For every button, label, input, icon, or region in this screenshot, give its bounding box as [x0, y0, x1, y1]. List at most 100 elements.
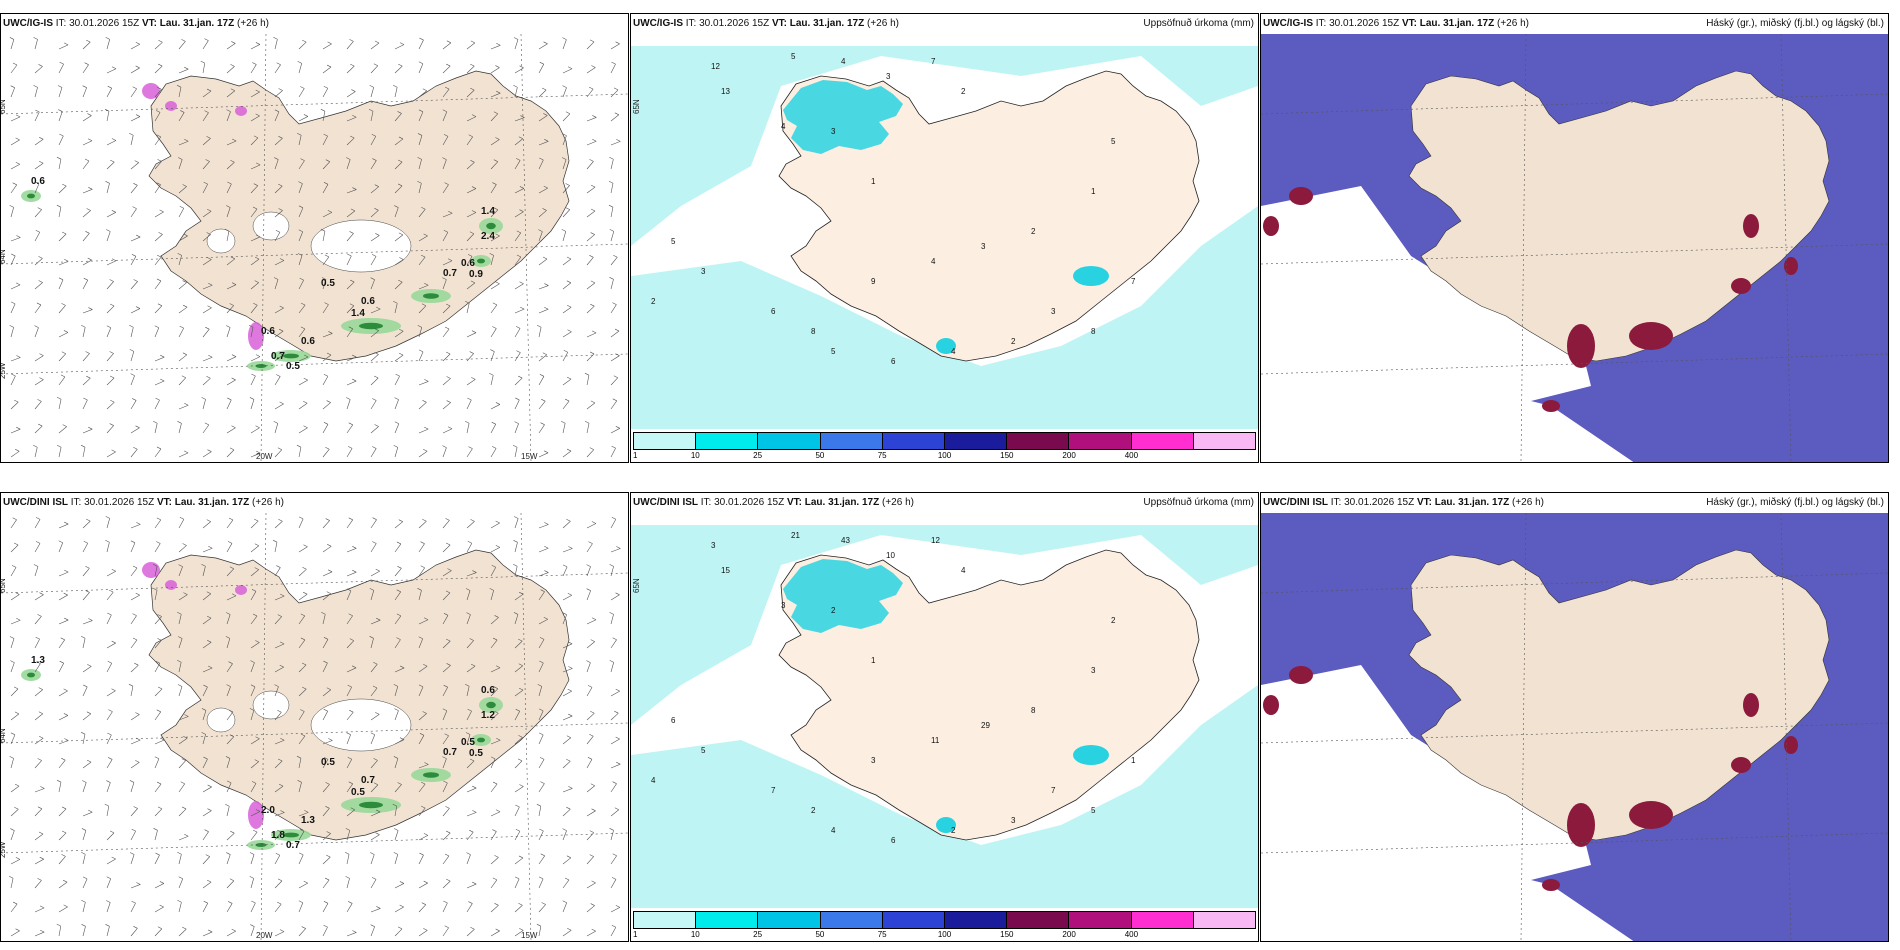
wind-barb — [562, 376, 572, 386]
panel-title: UWC/DINI ISL IT: 30.01.2026 15Z VT: Lau.… — [3, 497, 284, 508]
wind-barb — [130, 540, 136, 553]
wind-barb — [490, 829, 497, 841]
wind-barb — [106, 303, 115, 314]
wind-barb — [58, 183, 67, 194]
wind-barb — [130, 234, 141, 242]
wind-barb — [514, 158, 521, 170]
wind-barb — [274, 593, 285, 601]
wind-barb — [298, 662, 307, 673]
wind-barb — [297, 132, 302, 146]
wind-barb — [80, 444, 86, 458]
latitude-label: 64N — [1, 728, 7, 743]
wind-barb — [586, 783, 595, 793]
wind-barb — [514, 350, 521, 362]
value-label: 6 — [671, 716, 676, 725]
wind-barb — [586, 660, 591, 673]
wind-barb — [58, 351, 67, 362]
value-label: 8 — [1091, 327, 1096, 336]
wind-barb — [226, 709, 234, 721]
iceland-landmass — [778, 70, 1200, 362]
wind-barb — [610, 546, 621, 553]
value-label: 0.5 — [461, 737, 475, 748]
wind-barb — [490, 545, 500, 553]
wind-barb — [130, 637, 138, 649]
wind-barb — [274, 258, 285, 266]
value-label: 2 — [831, 606, 836, 615]
panel-title: UWC/IG-IS IT: 30.01.2026 15Z VT: Lau. 31… — [1263, 18, 1529, 29]
value-label: 7 — [771, 786, 776, 795]
wind-barb — [514, 928, 524, 937]
wind-barb — [130, 41, 140, 50]
wind-barb — [154, 182, 161, 194]
wind-barb — [466, 570, 477, 577]
wind-barb — [130, 425, 140, 434]
wind-barb — [298, 326, 306, 338]
wind-barb — [586, 65, 596, 74]
wind-barb — [370, 617, 381, 625]
wind-barb — [490, 710, 499, 721]
wind-barb — [562, 37, 567, 50]
wind-barb — [226, 734, 235, 745]
colorbar-tick: 10 — [690, 930, 700, 939]
wind-barb — [370, 517, 377, 529]
wind-barb — [58, 757, 66, 769]
wind-barb — [346, 446, 353, 458]
wind-barb — [418, 733, 425, 745]
lead-time: (+26 h) — [879, 497, 914, 508]
wind-barb — [106, 780, 111, 793]
wind-barb — [82, 684, 88, 697]
wind-barb — [394, 42, 405, 50]
graticule-line — [260, 34, 267, 462]
clear-sky-area — [1261, 186, 1591, 406]
wind-barb — [562, 688, 572, 697]
issue-time: 30.01.2026 15Z — [69, 18, 140, 29]
wind-barb — [490, 207, 499, 218]
low-cloud-area — [1731, 757, 1751, 773]
wind-barb — [250, 256, 260, 266]
graticule-line — [260, 513, 267, 941]
wind-barb — [562, 519, 571, 529]
wind-barb — [274, 374, 281, 386]
wind-barb — [394, 881, 405, 889]
wind-barb — [202, 326, 210, 338]
clear-sky-area — [1261, 665, 1591, 885]
wind-barb — [82, 809, 93, 817]
wind-barb — [418, 833, 429, 841]
wind-barb — [10, 449, 20, 458]
wind-barb — [466, 829, 474, 841]
wind-barb — [274, 352, 284, 362]
wind-barb — [106, 709, 113, 721]
snow-area — [248, 801, 264, 829]
wind-barb — [130, 254, 137, 266]
wind-barb — [154, 378, 165, 386]
wind-barb — [490, 182, 497, 194]
value-label: 0.5 — [321, 757, 335, 768]
wind-barb — [10, 253, 16, 266]
wind-barb — [370, 158, 377, 170]
colorbar-swatch — [882, 912, 946, 928]
wind-barb — [586, 710, 595, 721]
snow-area — [142, 83, 160, 99]
wind-barb — [226, 303, 234, 314]
value-label: 6 — [891, 357, 896, 366]
wind-barb — [538, 352, 548, 362]
value-label: 2 — [1031, 227, 1036, 236]
wind-barb — [536, 803, 542, 817]
wind-barb — [298, 377, 308, 386]
snow-area — [142, 562, 160, 578]
it-label: IT: — [683, 18, 700, 29]
wind-barb — [154, 541, 161, 553]
wind-barb — [417, 181, 422, 194]
colorbar-tick: 25 — [753, 930, 763, 939]
wind-barb — [130, 806, 138, 817]
wind-barb — [538, 637, 545, 649]
wind-barb — [586, 400, 596, 410]
wind-barb — [273, 277, 279, 290]
wind-barb — [512, 444, 518, 458]
wind-barb — [513, 612, 519, 625]
colorbar-swatch — [945, 433, 1008, 449]
wind-barb — [370, 809, 381, 817]
wind-barb — [490, 756, 496, 769]
wind-barb — [130, 737, 141, 745]
wind-barb — [34, 325, 39, 338]
